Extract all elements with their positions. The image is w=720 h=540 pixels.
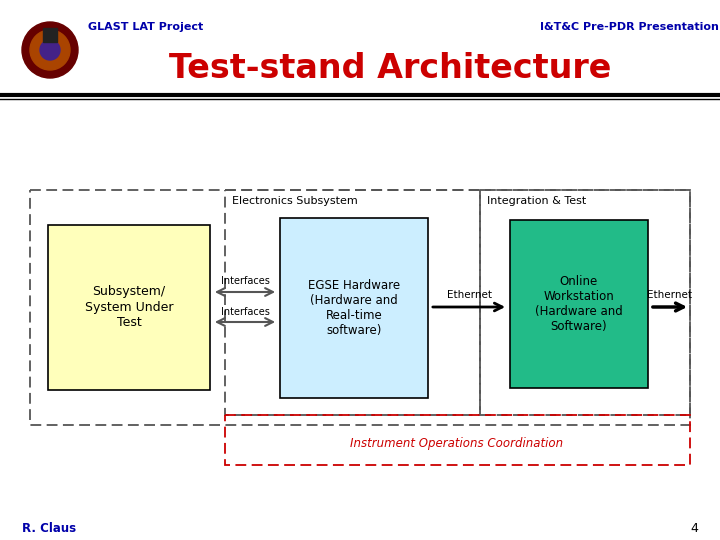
Circle shape — [40, 40, 60, 60]
Text: Interfaces: Interfaces — [220, 276, 269, 286]
Bar — [48, 225, 210, 390]
Bar — [280, 218, 428, 398]
Text: R. Claus: R. Claus — [22, 522, 76, 535]
Text: Electronics Subsystem: Electronics Subsystem — [232, 196, 358, 206]
Text: 4: 4 — [690, 522, 698, 535]
Text: GLAST LAT Project: GLAST LAT Project — [88, 22, 203, 32]
Text: Ethernet: Ethernet — [446, 290, 492, 300]
Text: EGSE Hardware
(Hardware and
Real-time
software): EGSE Hardware (Hardware and Real-time so… — [308, 279, 400, 337]
Text: Ethernet: Ethernet — [647, 290, 693, 300]
Text: Online
Workstation
(Hardware and
Software): Online Workstation (Hardware and Softwar… — [535, 275, 623, 333]
Bar — [510, 220, 648, 388]
Bar — [225, 190, 480, 415]
Bar — [30, 190, 690, 425]
Text: Instrument Operations Coordination: Instrument Operations Coordination — [351, 437, 564, 450]
Circle shape — [30, 30, 70, 70]
Bar — [480, 190, 690, 415]
Bar — [43, 28, 57, 42]
Text: Subsystem/
System Under
Test: Subsystem/ System Under Test — [85, 286, 174, 328]
Circle shape — [22, 22, 78, 78]
Text: Interfaces: Interfaces — [220, 307, 269, 317]
Bar — [225, 415, 690, 465]
Text: Test-stand Architecture: Test-stand Architecture — [168, 52, 611, 85]
Text: Integration & Test: Integration & Test — [487, 196, 586, 206]
Text: I&T&C Pre-PDR Presentation – Oct. 2, 2001: I&T&C Pre-PDR Presentation – Oct. 2, 200… — [540, 22, 720, 32]
